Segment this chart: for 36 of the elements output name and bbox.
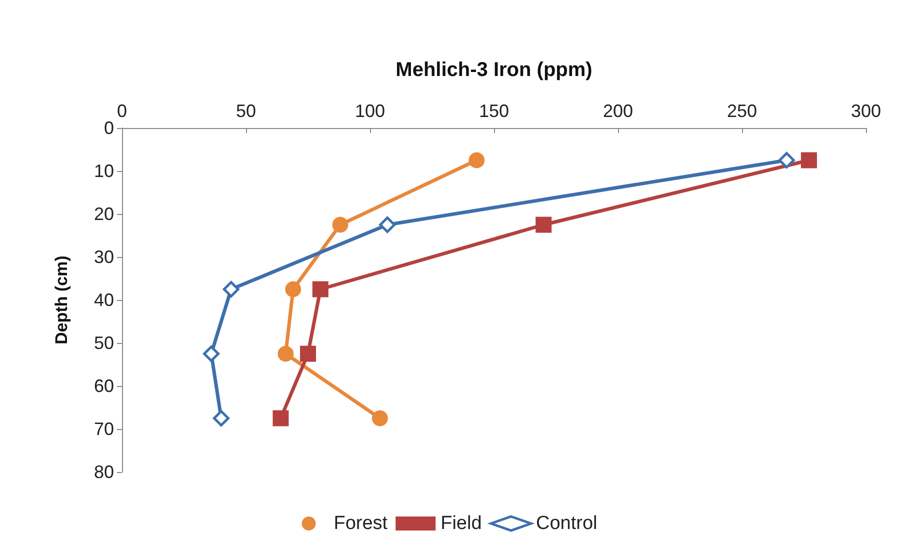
y-tick-label: 70 (94, 419, 114, 439)
x-tick-label: 100 (354, 101, 386, 121)
point (272, 410, 289, 426)
point (278, 346, 294, 362)
y-tick-label: 40 (94, 290, 114, 310)
point (222, 281, 240, 298)
y-tick-label: 20 (94, 204, 114, 224)
point (332, 216, 348, 233)
legend-label: Field (440, 513, 482, 534)
point (285, 281, 302, 298)
point (203, 346, 220, 362)
x-tick-label: 300 (850, 101, 882, 121)
y-axis-title: Depth (cm) (52, 256, 71, 344)
point (312, 281, 328, 298)
y-tick-label: 80 (94, 462, 114, 482)
point (212, 410, 230, 426)
point (468, 152, 485, 168)
point (372, 410, 388, 426)
y-tick-label: 50 (94, 333, 114, 353)
point (300, 346, 316, 362)
y-tick-label: 10 (94, 161, 114, 181)
y-tick-label: 30 (94, 247, 114, 267)
legend-label: Forest (334, 513, 388, 534)
point (379, 216, 396, 233)
x-tick-label: 250 (726, 101, 758, 121)
x-tick-label: 150 (478, 101, 510, 121)
x-tick-label: 50 (236, 101, 256, 121)
y-tick-label: 0 (104, 118, 114, 138)
x-tick-label: 200 (602, 101, 634, 121)
y-tick-label: 60 (94, 376, 114, 396)
x-axis-title: Mehlich-3 Iron (ppm) (396, 59, 592, 81)
point (800, 152, 817, 168)
legend-label: Control (536, 513, 598, 534)
x-tick-label: 0 (116, 101, 128, 121)
point (778, 152, 795, 168)
point (536, 216, 552, 233)
